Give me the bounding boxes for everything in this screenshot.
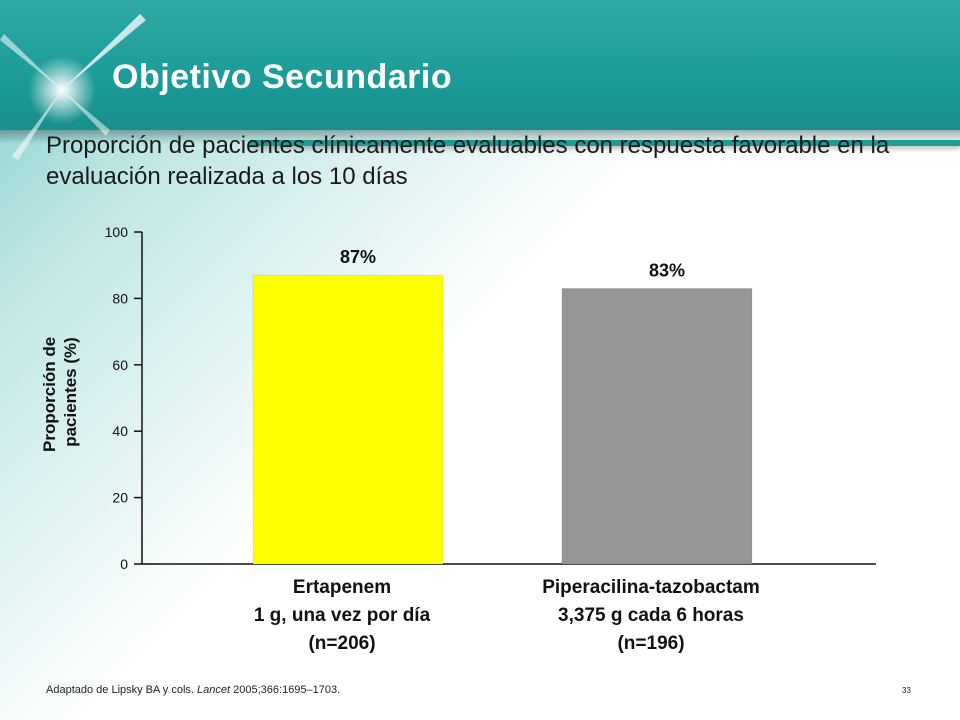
category-label-2-line-3: (n=196) bbox=[617, 633, 684, 654]
category-label-1-line-3: (n=206) bbox=[308, 633, 375, 654]
plot-area: 0 20 40 60 80 100 87% Ertapenem 1 g, una vez por… bbox=[105, 224, 876, 654]
header-rule bbox=[250, 140, 960, 146]
y-tick-label: 80 bbox=[112, 290, 128, 306]
bar-1 bbox=[252, 274, 444, 565]
y-axis-label: Proporción de pacientes (%) bbox=[40, 332, 80, 452]
y-tick-label: 40 bbox=[112, 423, 128, 439]
y-tick-label: 0 bbox=[120, 556, 128, 572]
data-label-1: 87% bbox=[340, 247, 376, 267]
y-tick-label: 100 bbox=[105, 224, 129, 240]
category-label-1-line-2: 1 g, una vez por día bbox=[254, 605, 431, 626]
y-axis-label-line2: pacientes (%) bbox=[61, 337, 80, 447]
slide-title: Objetivo Secundario bbox=[112, 58, 453, 96]
citation-journal: Lancet bbox=[197, 684, 231, 696]
category-label-2-line-1: Piperacilina-tazobactam bbox=[542, 577, 760, 598]
y-tick-label: 60 bbox=[112, 357, 128, 373]
citation-suffix: 2005;366:1695–1703. bbox=[230, 684, 341, 696]
bar-2 bbox=[561, 287, 753, 565]
data-label-2: 83% bbox=[649, 260, 685, 280]
y-tick-label: 20 bbox=[112, 490, 128, 506]
page-number: 33 bbox=[902, 686, 911, 695]
slide-subtitle: Proporción de pacientes clínicamente eva… bbox=[46, 132, 890, 190]
category-label-2-line-2: 3,375 g cada 6 horas bbox=[558, 605, 744, 626]
header-band bbox=[0, 0, 960, 130]
category-label-1-line-1: Ertapenem bbox=[293, 577, 391, 598]
citation-prefix: Adaptado de Lipsky BA y cols. bbox=[46, 684, 198, 696]
y-axis-label-line1: Proporción de bbox=[40, 337, 59, 452]
footer-citation: Adaptado de Lipsky BA y cols. Lancet 200… bbox=[46, 684, 340, 696]
